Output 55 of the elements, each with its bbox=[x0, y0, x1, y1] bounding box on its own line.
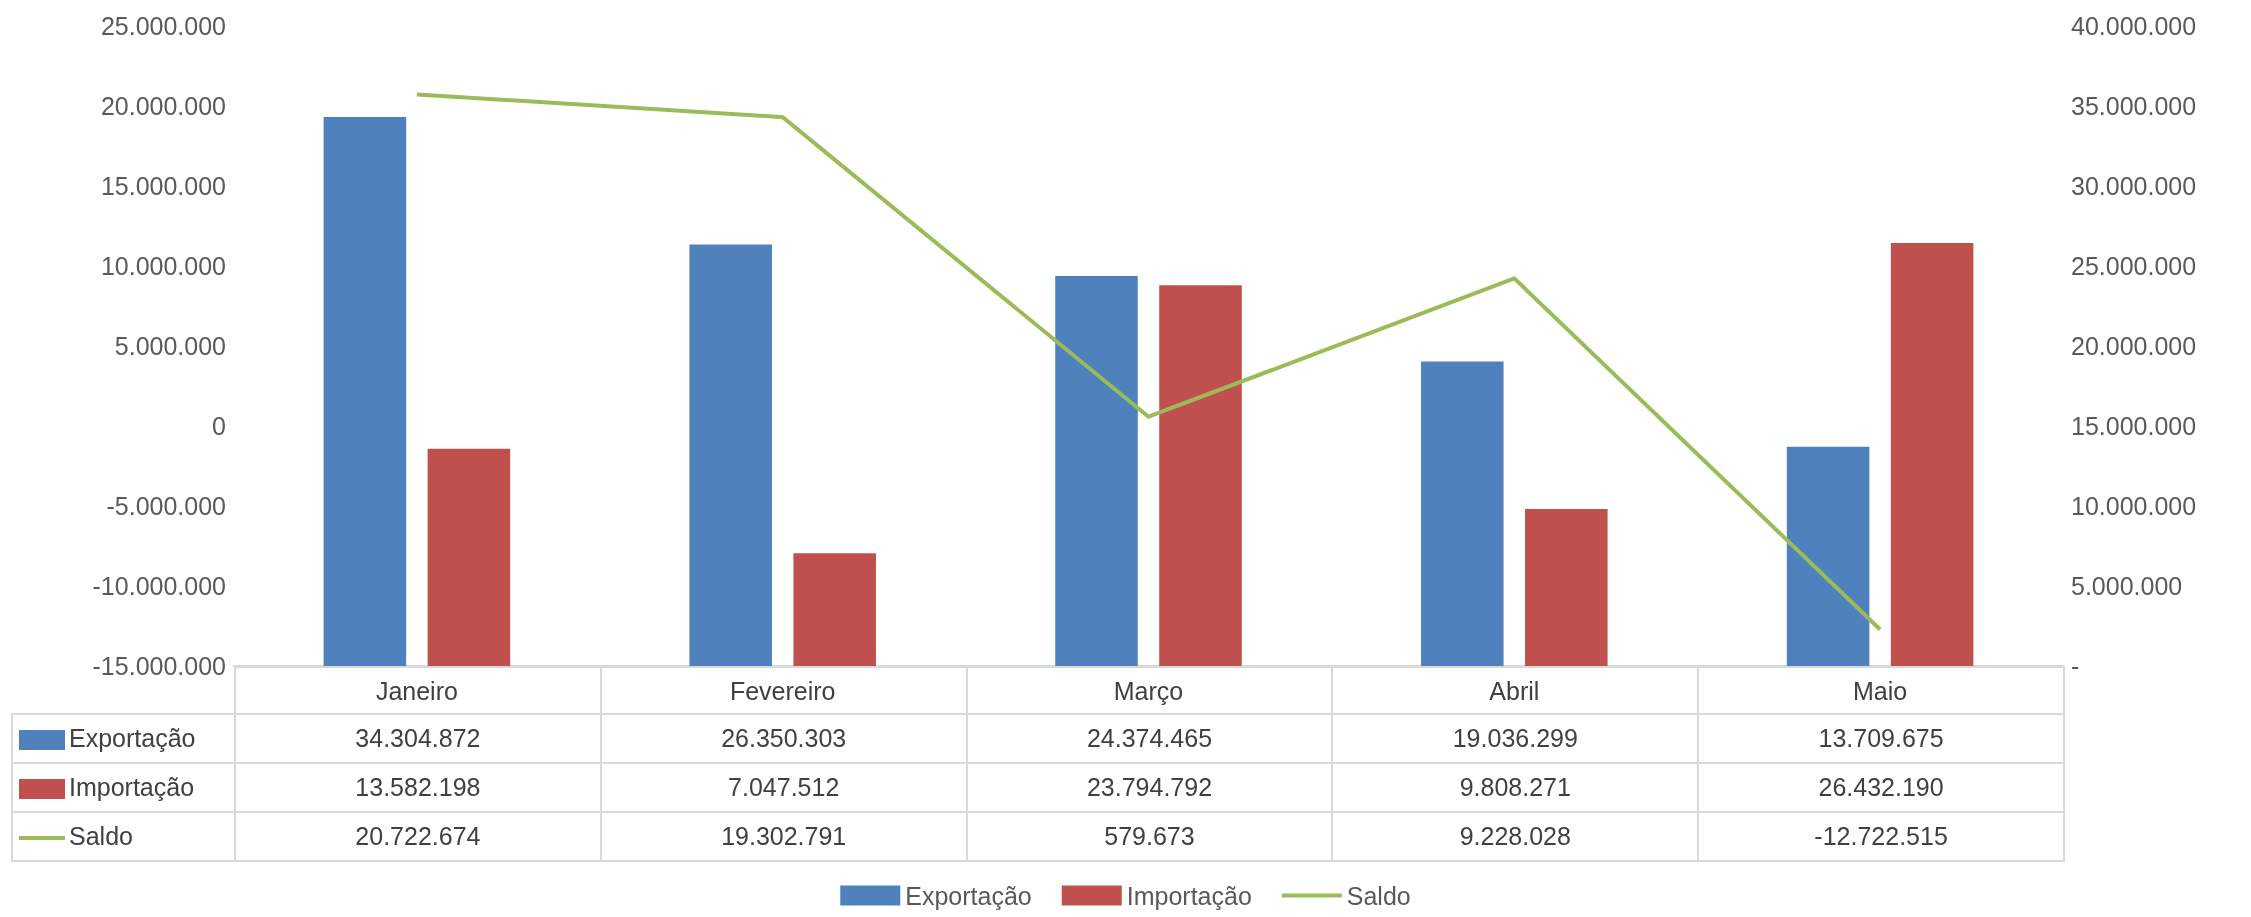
y2-tick-label: 40.000.000 bbox=[2071, 12, 2197, 40]
y-tick-label: 20.000.000 bbox=[100, 92, 226, 120]
x-tick-label: Março bbox=[1113, 676, 1184, 705]
data-label: 9.808.271 bbox=[1332, 763, 1699, 812]
legend-label: Exportação bbox=[69, 724, 196, 752]
y-tick-label: 0 bbox=[212, 412, 226, 440]
line-series bbox=[414, 92, 1883, 632]
data-label: 24.374.465 bbox=[966, 714, 1333, 763]
data-label: 20.722.674 bbox=[235, 812, 601, 861]
bar bbox=[1890, 243, 1974, 666]
y2-tick-label: 15.000.000 bbox=[2071, 412, 2197, 440]
data-label: 23.794.792 bbox=[966, 763, 1333, 812]
data-label: -12.722.515 bbox=[1698, 812, 2064, 861]
data-label: 19.302.791 bbox=[600, 812, 967, 861]
bar bbox=[1421, 361, 1504, 666]
y-tick-label: -15.000.000 bbox=[92, 652, 226, 680]
y-tick-label: -10.000.000 bbox=[92, 572, 226, 600]
bar bbox=[323, 117, 407, 666]
data-label: 19.036.299 bbox=[1332, 714, 1699, 763]
bar bbox=[689, 244, 772, 666]
y2-tick-label: 10.000.000 bbox=[2071, 492, 2197, 520]
data-label: 34.304.872 bbox=[235, 714, 601, 763]
x-tick-label: Maio bbox=[1853, 676, 1908, 705]
bar bbox=[1055, 276, 1138, 666]
data-label: 26.432.190 bbox=[1698, 763, 2064, 812]
y-tick-label: -5.000.000 bbox=[106, 492, 226, 520]
bar bbox=[793, 553, 876, 666]
y-tick-label: 5.000.000 bbox=[114, 332, 226, 360]
text: Exportação bbox=[905, 881, 1032, 910]
x-tick-label: Abril bbox=[1489, 676, 1540, 705]
y2-tick-label: 30.000.000 bbox=[2071, 172, 2197, 200]
data-label: 13.582.198 bbox=[235, 763, 601, 812]
x-tick-label: Janeiro bbox=[375, 676, 458, 705]
bar bbox=[427, 448, 511, 666]
y2-tick-label: 25.000.000 bbox=[2071, 252, 2197, 280]
data-label: 579.673 bbox=[966, 812, 1333, 861]
legend-label: Saldo bbox=[1346, 881, 1411, 910]
y-tick-label: 15.000.000 bbox=[100, 172, 226, 200]
bar bbox=[1786, 446, 1870, 666]
y-tick-label: 25.000.000 bbox=[100, 12, 226, 40]
bar bbox=[1159, 285, 1242, 666]
y2-tick-label: 20.000.000 bbox=[2071, 332, 2197, 360]
y2-tick-label: 35.000.000 bbox=[2071, 92, 2197, 120]
data-label: 7.047.512 bbox=[600, 763, 967, 812]
y-tick-label: 10.000.000 bbox=[100, 252, 226, 280]
y2-tick-label: - bbox=[2071, 652, 2080, 680]
x-tick-label: Fevereiro bbox=[729, 676, 836, 705]
data-label: 9.228.028 bbox=[1332, 812, 1699, 861]
text: Saldo bbox=[69, 822, 133, 850]
data-label: 13.709.675 bbox=[1698, 714, 2064, 763]
text: Importação bbox=[69, 773, 195, 801]
y2-tick-label: 5.000.000 bbox=[2071, 572, 2183, 600]
bar bbox=[1525, 509, 1608, 666]
data-label: 26.350.303 bbox=[600, 714, 967, 763]
legend-label: Importação bbox=[1126, 881, 1252, 910]
